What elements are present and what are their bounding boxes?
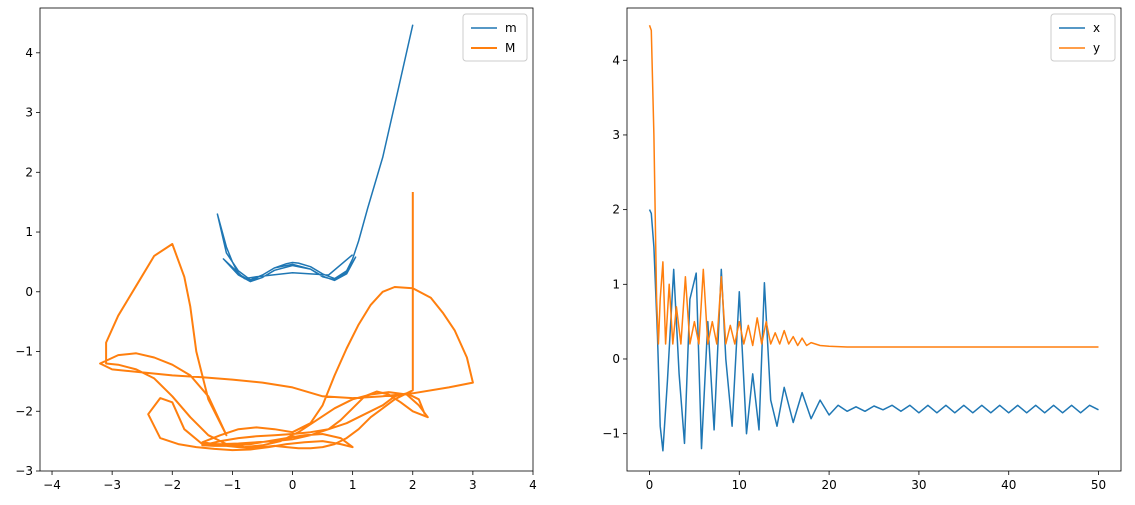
- y-tick-label: 3: [25, 106, 33, 120]
- legend-label-x: x: [1093, 21, 1100, 35]
- left-subplot: −4 −3 −2 −1 0 1 2 3 4 −3 −2 −1 0 1 2 3 4 mM: [15, 7, 537, 492]
- axes-frame: [39, 7, 534, 472]
- x-tick-label: 3: [469, 478, 477, 492]
- y-tick-label: 1: [612, 277, 620, 291]
- y-tick-label: 4: [25, 46, 33, 60]
- legend-label-y: y: [1093, 41, 1100, 55]
- x-tick-label: 0: [289, 478, 297, 492]
- legend-label-M: M: [505, 41, 515, 55]
- legend-label-m: m: [505, 21, 517, 35]
- y-tick-label: 2: [25, 165, 33, 179]
- series-line-m: [216, 24, 414, 283]
- x-tick-label: 40: [1001, 478, 1016, 492]
- y-tick-label: 0: [25, 285, 33, 299]
- x-tick-label: −1: [224, 478, 242, 492]
- y-tick-label: −2: [15, 404, 33, 418]
- axes-frame: [626, 7, 1122, 472]
- x-tick-label: 50: [1091, 478, 1106, 492]
- x-tick-label: −2: [163, 478, 181, 492]
- series-line-x: [648, 209, 1099, 452]
- legend: xy: [1050, 13, 1116, 62]
- y-tick-label: 0: [612, 352, 620, 366]
- x-tick-label: 0: [646, 478, 654, 492]
- x-tick-label: 4: [529, 478, 537, 492]
- y-tick-label: 2: [612, 203, 620, 217]
- y-tick-label: −1: [15, 345, 33, 359]
- right-subplot: 0 10 20 30 40 50 −1 0 1 2 3 4 xy: [602, 7, 1122, 492]
- x-tick-label: 20: [821, 478, 836, 492]
- y-tick-label: 3: [612, 128, 620, 142]
- y-tick-label: −1: [602, 427, 620, 441]
- x-tick-label: 30: [911, 478, 926, 492]
- x-tick-label: 10: [732, 478, 747, 492]
- x-tick-label: −3: [103, 478, 121, 492]
- y-tick-label: −3: [15, 464, 33, 478]
- x-tick-label: 2: [409, 478, 417, 492]
- x-tick-label: −4: [43, 478, 61, 492]
- y-tick-label: 4: [612, 53, 620, 67]
- legend: mM: [462, 13, 528, 62]
- series-line-y: [648, 24, 1099, 348]
- x-tick-label: 1: [349, 478, 357, 492]
- y-tick-label: 1: [25, 225, 33, 239]
- series-line-M: [99, 192, 474, 452]
